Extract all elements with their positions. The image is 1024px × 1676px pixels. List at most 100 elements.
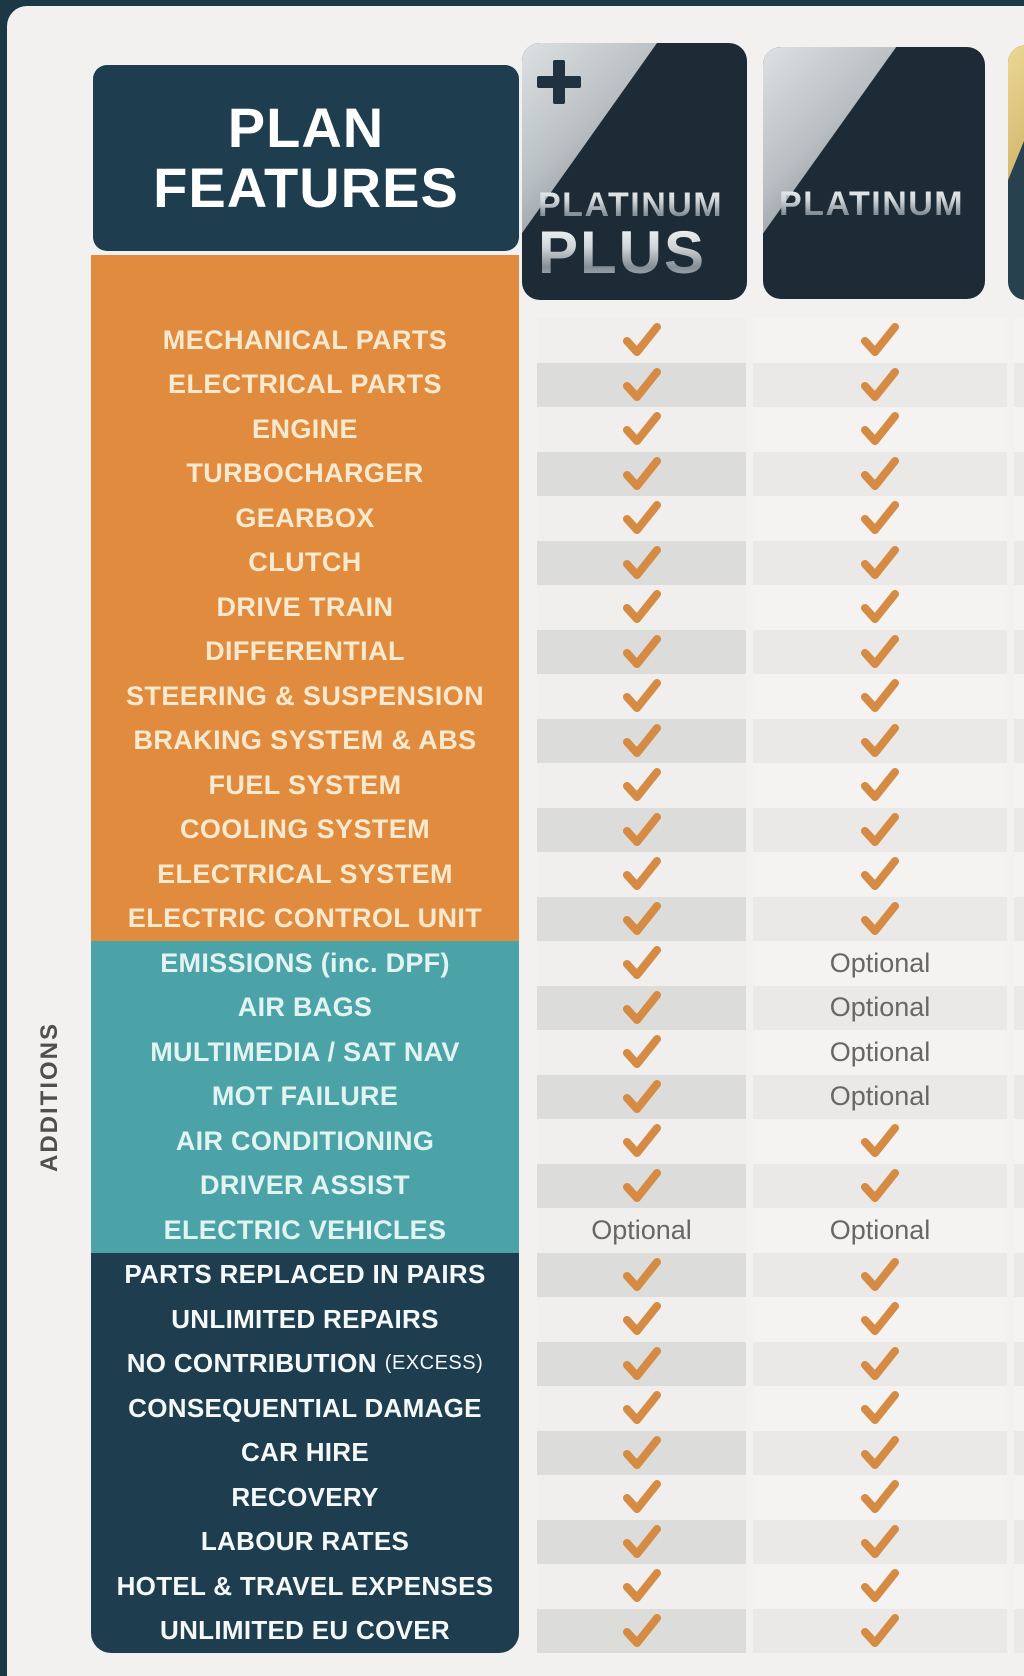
platinum-plus-cell	[537, 1252, 746, 1297]
platinum-cell	[753, 1163, 1007, 1208]
feature-label: BRAKING SYSTEM & ABS	[133, 725, 477, 756]
check-icon	[622, 990, 661, 1024]
check-icon	[622, 590, 661, 624]
feature-label: DRIVER ASSIST	[200, 1170, 410, 1201]
plus-icon	[537, 60, 581, 104]
plan-features-header: PLAN FEATURES	[93, 65, 519, 251]
partial-column-cell	[1014, 629, 1024, 674]
partial-column-cell	[1014, 852, 1024, 897]
feature-label: CLUTCH	[248, 547, 362, 578]
platinum-cell	[753, 318, 1007, 363]
partial-column-cell	[1014, 674, 1024, 719]
partial-column-cell	[1014, 585, 1024, 630]
platinum-plus-cell	[537, 1074, 746, 1119]
partial-column-cell	[1014, 1074, 1024, 1119]
check-icon	[861, 367, 899, 401]
feature-label: AIR CONDITIONING	[175, 1125, 435, 1156]
partial-column-cell	[1014, 1386, 1024, 1431]
partial-column-cell	[1014, 941, 1024, 986]
feature-label: CONSEQUENTIAL DAMAGE	[128, 1392, 482, 1423]
section-standard-cover: MECHANICAL PARTS ELECTRICAL PARTS ENGINE TU…	[91, 255, 519, 941]
optional-label: Optional	[829, 947, 931, 978]
check-icon	[622, 456, 661, 490]
check-icon	[622, 768, 661, 802]
check-icon	[622, 1079, 661, 1113]
partial-column-cell	[1014, 318, 1024, 363]
check-icon	[861, 901, 899, 935]
section-benefits: PARTS REPLACED IN PAIRS UNLIMITED REPAIRS…	[91, 1252, 519, 1653]
check-icon	[622, 1035, 661, 1069]
partial-column-cell	[1014, 1030, 1024, 1075]
platinum-plus-cell	[537, 362, 746, 407]
partial-column-cell	[1014, 1163, 1024, 1208]
check-icon	[861, 1168, 899, 1202]
partial-column-cell	[1014, 1297, 1024, 1342]
platinum-cell	[753, 1564, 1007, 1609]
partial-column-cell	[1014, 1252, 1024, 1297]
check-icon	[622, 857, 661, 891]
platinum-cell	[753, 1430, 1007, 1475]
partial-column-cell	[1014, 985, 1024, 1030]
platinum-plus-cell	[537, 1119, 746, 1164]
platinum-cell	[753, 1519, 1007, 1564]
platinum-plus-cell	[537, 763, 746, 808]
feature-label: RECOVERY	[231, 1481, 379, 1512]
check-icon	[622, 1124, 661, 1158]
platinum-plus-cell	[537, 407, 746, 452]
platinum-plus-value-column: Optional	[537, 318, 746, 1653]
platinum-plus-cell	[537, 718, 746, 763]
feature-label: AIR BAGS	[237, 992, 373, 1023]
check-icon	[861, 1480, 899, 1514]
platinum-cell	[753, 1386, 1007, 1431]
feature-label-suffix: (EXCESS)	[384, 1352, 484, 1375]
feature-label: CAR HIRE	[240, 1437, 370, 1468]
platinum-cell	[753, 496, 1007, 541]
feature-label: MOT FAILURE	[211, 1081, 399, 1112]
platinum-plus-cell	[537, 1475, 746, 1520]
check-icon	[622, 412, 661, 446]
partial-column-cell	[1014, 1475, 1024, 1520]
platinum-cell	[753, 1252, 1007, 1297]
gold-corner	[1008, 45, 1024, 181]
check-icon	[861, 1302, 899, 1336]
check-icon	[622, 1480, 661, 1514]
check-icon	[861, 590, 899, 624]
check-icon	[861, 545, 899, 579]
check-icon	[622, 1391, 661, 1425]
platinum-plus-cell	[537, 629, 746, 674]
feature-label: NO CONTRIBUTION (EXCESS)	[126, 1348, 484, 1379]
check-icon	[861, 679, 899, 713]
feature-label: MECHANICAL PARTS	[162, 324, 448, 355]
platinum-plus-cell	[537, 1341, 746, 1386]
plan-features-title-line1: PLAN	[227, 95, 385, 159]
partial-column-cell	[1014, 1341, 1024, 1386]
plan-features-title-line2: FEATURES	[153, 156, 459, 219]
partial-column-cell	[1014, 1208, 1024, 1253]
check-icon	[861, 1524, 899, 1558]
platinum-cell	[753, 407, 1007, 452]
check-icon	[861, 723, 899, 757]
partial-column-cell	[1014, 496, 1024, 541]
platinum-plus-cell	[537, 1608, 746, 1653]
platinum-plus-cell	[537, 1030, 746, 1075]
check-icon	[622, 1346, 661, 1380]
platinum-cell: Optional	[753, 1030, 1007, 1075]
platinum-plus-cell	[537, 941, 746, 986]
partial-column-cell	[1014, 1430, 1024, 1475]
platinum-cell	[753, 807, 1007, 852]
section-additions: EMISSIONS (inc. DPF) AIR BAGS MULTIMEDIA /…	[91, 941, 519, 1253]
platinum-cell	[753, 896, 1007, 941]
check-icon	[622, 1168, 661, 1202]
platinum-cell	[753, 852, 1007, 897]
platinum-cell	[753, 1341, 1007, 1386]
feature-label: GEARBOX	[235, 502, 375, 533]
feature-label: STEERING & SUSPENSION	[126, 680, 484, 711]
platinum-value-column: Optional Optional Optional Optional Optiona…	[753, 318, 1007, 1653]
column-card-platinum: PLATINUM	[763, 47, 985, 299]
platinum-plus-cell	[537, 985, 746, 1030]
partial-column-cell	[1014, 763, 1024, 808]
check-icon	[622, 545, 661, 579]
feature-label: MULTIMEDIA / SAT NAV	[150, 1036, 460, 1067]
check-icon	[861, 812, 899, 846]
platinum-plus-cell	[537, 1297, 746, 1342]
